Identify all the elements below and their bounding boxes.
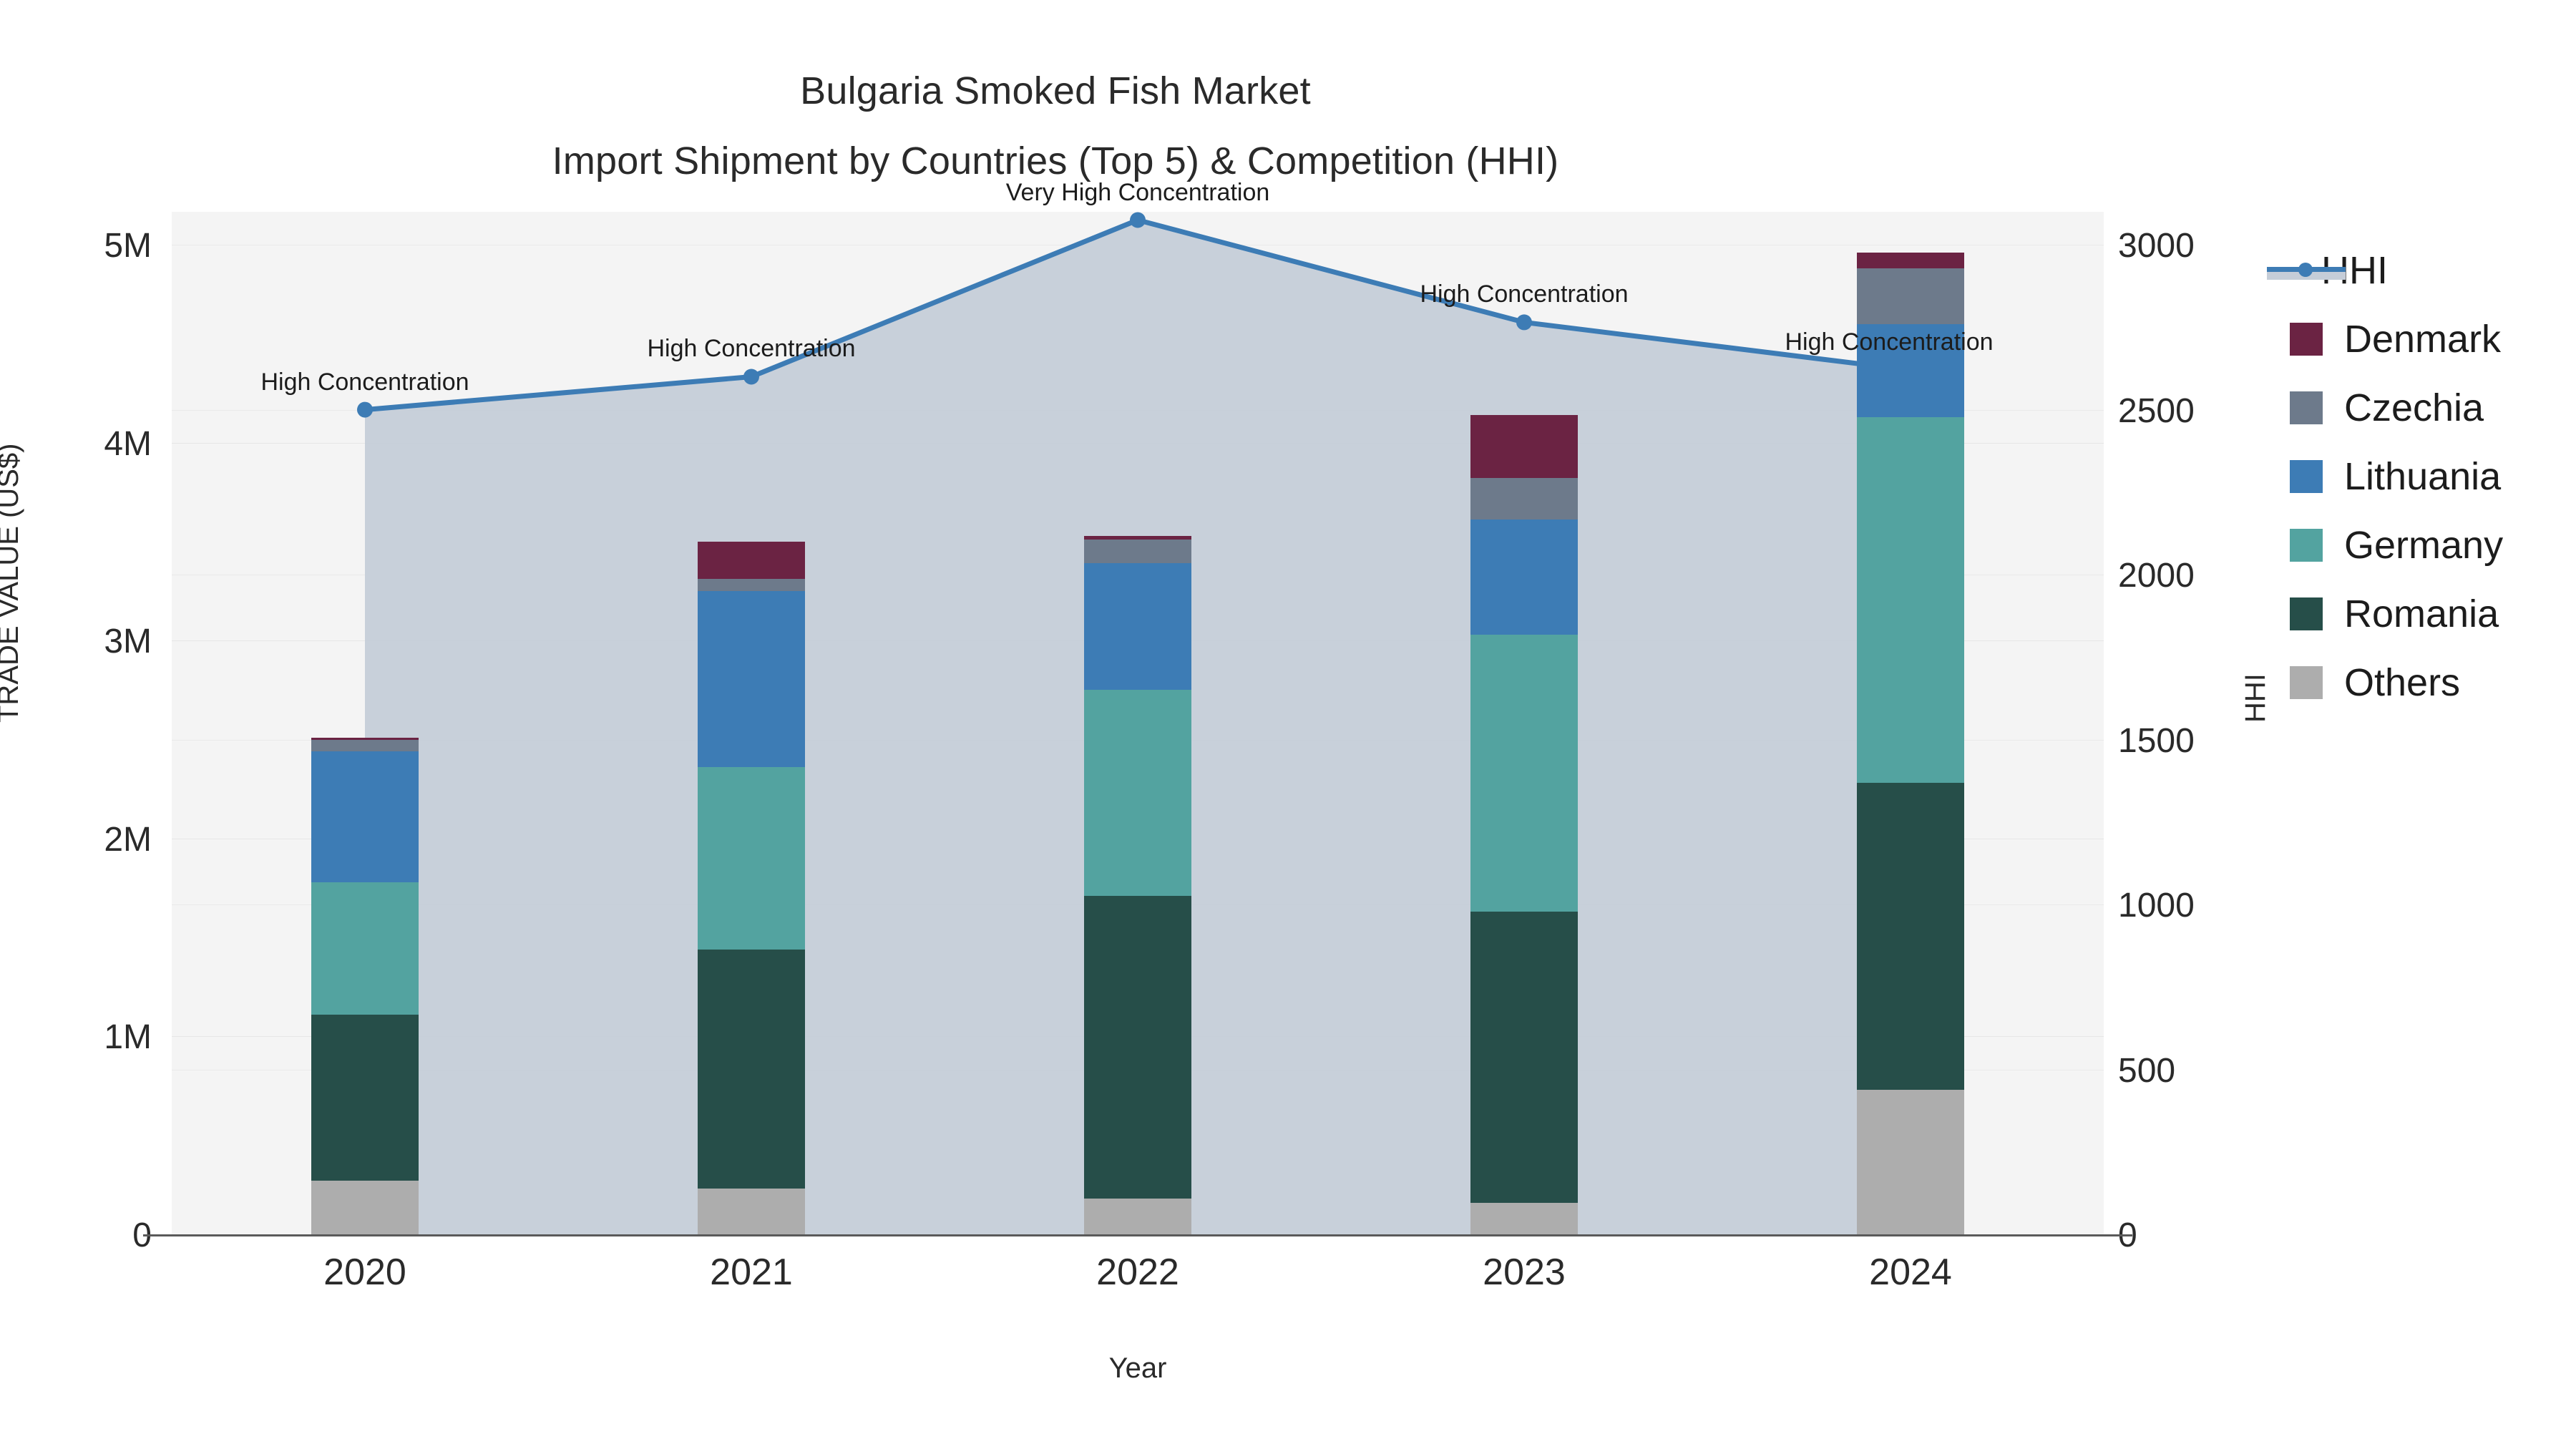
bar-segment-denmark-2023[interactable] [1470, 414, 1578, 479]
bar-segment-germany-2022[interactable] [1084, 690, 1191, 897]
bar-group-2024[interactable] [1857, 212, 1964, 1234]
chart-title-line-2: Import Shipment by Countries (Top 5) & C… [552, 140, 1559, 182]
legend-swatch-czechia [2290, 391, 2323, 424]
legend: HHI Denmark Czechia Lithuania Germany Romania… [2267, 236, 2576, 717]
x-axis-tick-2023: 2023 [1483, 1252, 1566, 1293]
legend-item-others[interactable]: Others [2290, 648, 2576, 717]
bar-segment-romania-2021[interactable] [698, 949, 805, 1189]
y-axis-right-tick: 3000 [2118, 227, 2195, 265]
legend-swatch-others [2290, 666, 2323, 699]
y-axis-left-tick: 2M [104, 820, 152, 859]
bar-segment-germany-2021[interactable] [698, 767, 805, 950]
legend-swatch-romania [2290, 597, 2323, 630]
bar-segment-lithuania-2021[interactable] [698, 591, 805, 768]
bar-segment-others-2022[interactable] [1084, 1199, 1191, 1234]
bar-segment-czechia-2022[interactable] [1084, 540, 1191, 564]
bar-segment-others-2020[interactable] [311, 1181, 419, 1234]
legend-label-others: Others [2344, 661, 2461, 704]
bar-segment-czechia-2020[interactable] [311, 739, 419, 752]
y-axis-left-tick: 1M [104, 1018, 152, 1057]
annotation-2020: High Concentration [260, 368, 469, 396]
bar-segment-romania-2023[interactable] [1470, 912, 1578, 1203]
annotation-2024: High Concentration [1785, 328, 1994, 356]
y-axis-left-label: TRADE VALUE (US$) [0, 443, 24, 723]
x-axis-label: Year [1108, 1352, 1167, 1384]
annotation-2023: High Concentration [1420, 280, 1629, 308]
bar-group-2022[interactable] [1084, 212, 1191, 1234]
x-axis-tick-2022: 2022 [1096, 1252, 1179, 1293]
chart-title: Bulgaria Smoked Fish Market Import Shipm… [0, 56, 2111, 196]
legend-item-czechia[interactable]: Czechia [2290, 374, 2576, 442]
chart-title-line-1: Bulgaria Smoked Fish Market [800, 69, 1311, 112]
bar-segment-denmark-2024[interactable] [1857, 253, 1964, 269]
x-axis-line [143, 1234, 2132, 1236]
y-axis-left-tick: 5M [104, 227, 152, 265]
bar-segment-romania-2020[interactable] [311, 1014, 419, 1181]
legend-label-czechia: Czechia [2344, 386, 2484, 429]
bar-segment-others-2023[interactable] [1470, 1202, 1578, 1234]
bar-group-2020[interactable] [311, 212, 419, 1234]
x-axis-tick-2020: 2020 [323, 1252, 406, 1293]
legend-label-germany: Germany [2344, 524, 2504, 567]
legend-item-romania[interactable]: Romania [2290, 580, 2576, 648]
y-axis-right-tick: 1500 [2118, 721, 2195, 760]
bar-segment-romania-2024[interactable] [1857, 783, 1964, 1091]
bar-group-2021[interactable] [698, 212, 805, 1234]
legend-item-lithuania[interactable]: Lithuania [2290, 442, 2576, 511]
bar-segment-germany-2020[interactable] [311, 882, 419, 1015]
bar-segment-lithuania-2020[interactable] [311, 751, 419, 882]
y-axis-right-tick: 2000 [2118, 557, 2195, 595]
annotation-2022: Very High Concentration [1005, 178, 1270, 206]
bar-segment-lithuania-2023[interactable] [1470, 519, 1578, 635]
bar-group-2023[interactable] [1470, 212, 1578, 1234]
y-axis-right-tick: 0 [2118, 1216, 2137, 1254]
bar-segment-lithuania-2022[interactable] [1084, 563, 1191, 691]
x-axis-tick-2021: 2021 [710, 1252, 793, 1293]
bar-segment-lithuania-2024[interactable] [1857, 323, 1964, 417]
legend-item-denmark[interactable]: Denmark [2290, 305, 2576, 374]
bar-segment-czechia-2021[interactable] [698, 579, 805, 592]
legend-label-denmark: Denmark [2344, 318, 2502, 361]
legend-item-hhi[interactable]: HHI [2267, 236, 2576, 305]
legend-swatch-lithuania [2290, 460, 2323, 493]
y-axis-right-tick: 1000 [2118, 887, 2195, 925]
annotation-2021: High Concentration [647, 335, 856, 363]
legend-item-germany[interactable]: Germany [2290, 511, 2576, 580]
y-axis-left-tick: 3M [104, 623, 152, 661]
legend-label-romania: Romania [2344, 592, 2499, 635]
bar-segment-czechia-2023[interactable] [1470, 478, 1578, 520]
bar-segment-denmark-2022[interactable] [1084, 535, 1191, 540]
bar-segment-denmark-2020[interactable] [311, 737, 419, 740]
legend-swatch-denmark [2290, 323, 2323, 356]
bar-segment-romania-2022[interactable] [1084, 896, 1191, 1199]
y-axis-left-tick: 4M [104, 424, 152, 463]
legend-label-lithuania: Lithuania [2344, 455, 2502, 498]
y-axis-right-label: HHI [2240, 673, 2271, 723]
y-axis-right-tick: 500 [2118, 1051, 2176, 1090]
x-axis-tick-2024: 2024 [1869, 1252, 1952, 1293]
hhi-line-icon [2267, 254, 2346, 287]
bar-segment-germany-2023[interactable] [1470, 634, 1578, 912]
bar-segment-czechia-2024[interactable] [1857, 268, 1964, 324]
bar-segment-denmark-2021[interactable] [698, 541, 805, 580]
bar-segment-others-2021[interactable] [698, 1189, 805, 1234]
legend-swatch-germany [2290, 529, 2323, 562]
y-axis-right-tick: 2500 [2118, 391, 2195, 430]
bar-segment-germany-2024[interactable] [1857, 416, 1964, 784]
bar-segment-others-2024[interactable] [1857, 1090, 1964, 1234]
